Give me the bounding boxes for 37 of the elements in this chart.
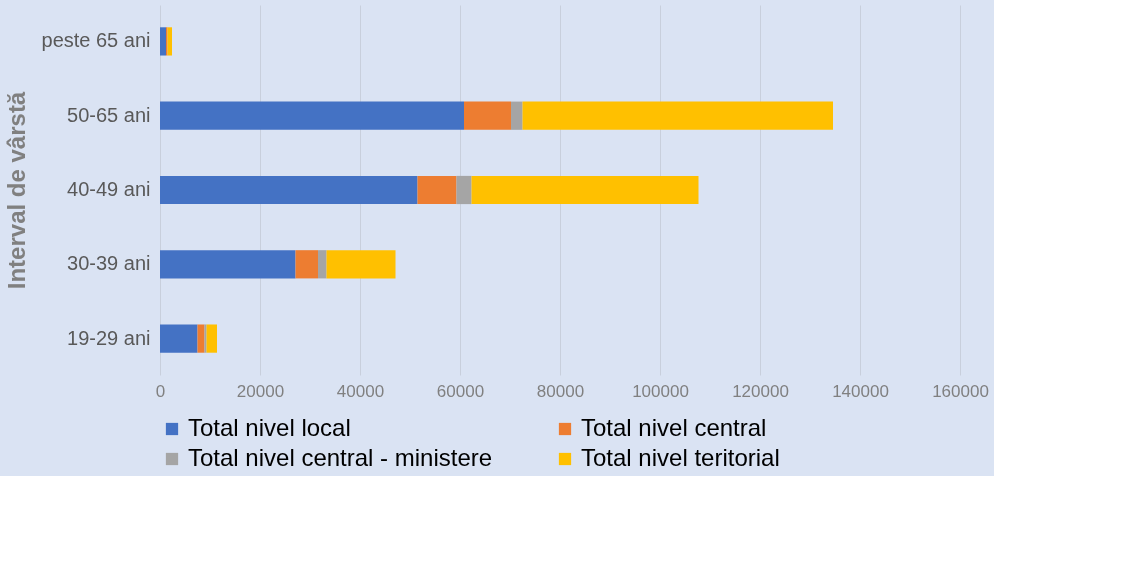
bar — [204, 324, 207, 353]
bar — [160, 101, 464, 130]
y-axis-title: Interval de vârstă — [2, 91, 30, 290]
legend-label: Total nivel central - ministere — [188, 444, 493, 471]
y-tick-label: 19-29 ani — [67, 326, 151, 349]
bar — [160, 27, 166, 56]
bar — [511, 101, 523, 130]
x-tick-label: 100000 — [632, 381, 689, 401]
x-tick-label: 60000 — [436, 381, 485, 401]
y-tick-label: 40-49 ani — [67, 178, 151, 200]
bar — [456, 175, 472, 205]
bar — [160, 324, 198, 353]
bar — [160, 250, 296, 279]
y-tick-label: 50-65 ani — [67, 103, 151, 126]
y-tick-label: peste 65 ani — [41, 29, 151, 52]
bar — [464, 101, 511, 130]
x-tick-label: 80000 — [536, 381, 585, 401]
x-tick-label: 140000 — [832, 381, 889, 401]
bar — [295, 250, 318, 279]
bar — [197, 324, 205, 353]
bar — [471, 175, 699, 205]
legend-label: Total nivel central — [581, 414, 767, 441]
bar — [417, 175, 457, 205]
legend-label: Total nivel teritorial — [581, 444, 780, 471]
bar — [318, 250, 327, 279]
x-tick-label: 40000 — [336, 381, 385, 401]
y-tick-label: 30-39 ani — [67, 252, 151, 275]
bar — [522, 101, 833, 130]
bar — [167, 27, 172, 56]
bar — [206, 324, 217, 353]
legend-label: Total nivel local — [188, 414, 351, 441]
x-tick-label: 120000 — [732, 381, 789, 401]
bar — [160, 175, 418, 205]
bar — [326, 250, 396, 279]
x-tick-label: 160000 — [932, 381, 989, 401]
x-tick-label: 20000 — [236, 381, 285, 401]
x-tick-label: 0 — [155, 381, 166, 401]
